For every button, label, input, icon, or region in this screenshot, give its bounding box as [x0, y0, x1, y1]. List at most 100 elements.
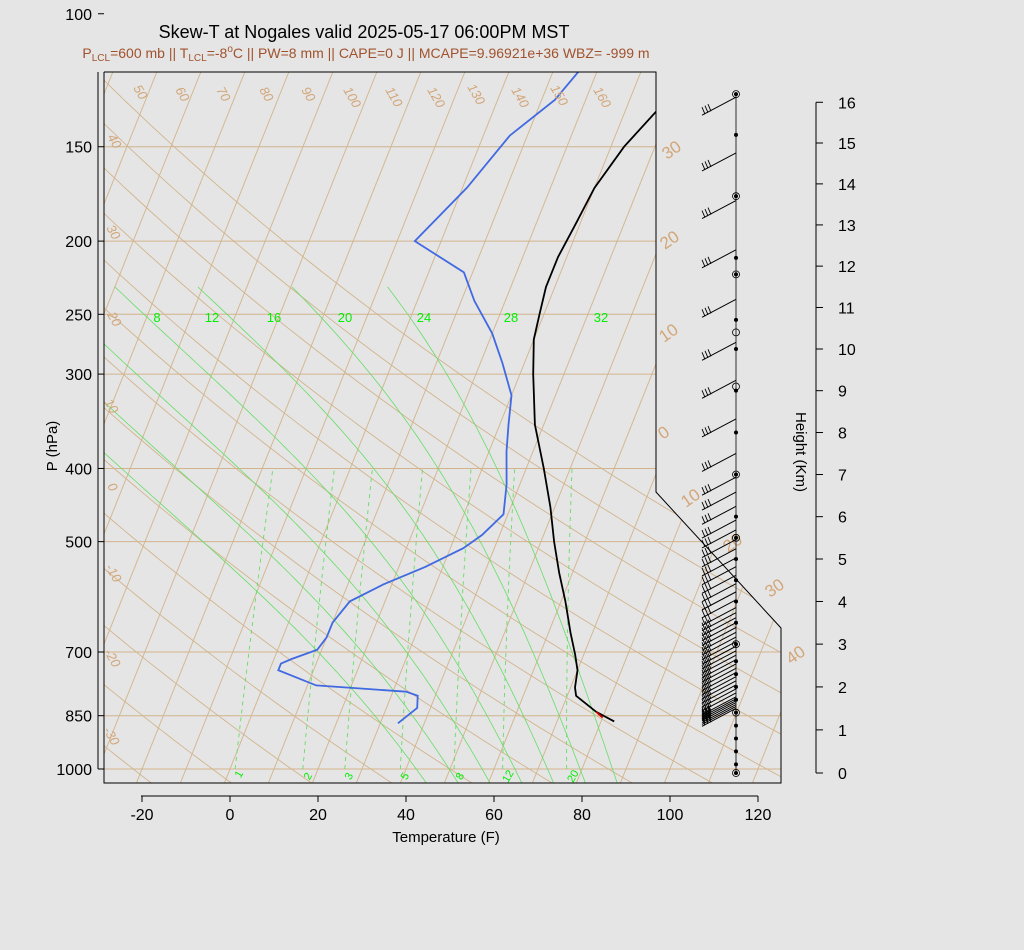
wind-barb-feather: [707, 460, 712, 468]
height-marker-dot: [734, 762, 738, 767]
wind-barb-feather: [704, 350, 709, 358]
plot-frame: [103, 71, 782, 784]
wind-barb: [701, 152, 737, 172]
mixing-ratio-lines: [234, 468, 573, 770]
isotherm-line: [104, 72, 107, 783]
isotherm-line: [104, 72, 151, 783]
wind-barb-feather: [704, 630, 709, 639]
height-tick-label: 7: [838, 468, 847, 485]
moist-adiabat-line: [104, 286, 492, 783]
wind-barb-feather: [707, 614, 712, 622]
dry-adiabat-line: [0, 0, 74, 785]
dry-adiabat-lines: [0, 0, 781, 785]
isotherm-line: [104, 72, 195, 783]
wind-barb-feather: [704, 500, 709, 508]
height-tick-label: 14: [838, 177, 856, 194]
wind-barb-feather: [701, 678, 706, 686]
mixing-ratio-label: 3: [343, 771, 356, 782]
wind-barb: [701, 636, 737, 656]
height-marker-ring: [732, 533, 740, 542]
wind-barb: [701, 622, 737, 642]
wind-barb-feather: [707, 643, 712, 652]
dewpoint-line: [277, 72, 634, 725]
wind-barb-feather: [701, 708, 706, 716]
wind-barb-feather: [701, 656, 706, 664]
wind-barb-feather: [707, 484, 712, 492]
wind-barb-feather: [707, 498, 712, 507]
isotherm-label: 30: [103, 222, 124, 243]
height-marker-dot: [734, 92, 738, 97]
wind-barb-feather: [707, 349, 712, 357]
y-tick-label: 400: [65, 461, 92, 478]
isotherm-line: [707, 72, 781, 783]
isotherm-label: -20: [101, 646, 124, 670]
mixing-ratio-line: [453, 468, 472, 770]
height-tick-label: 1: [838, 723, 847, 740]
wind-barb: [701, 200, 737, 219]
moist-adiabat-label: 12: [205, 310, 219, 325]
y-axis-title: P (hPa): [44, 421, 61, 472]
moist-adiabat-line: [291, 286, 587, 783]
wind-barb: [701, 341, 737, 361]
moist-adiabat-label: 28: [504, 310, 518, 325]
wind-barb-feather: [707, 513, 712, 521]
isotherm-label: 120: [424, 84, 448, 111]
wind-barb-feather: [701, 622, 706, 630]
wind-barb-staff: [701, 548, 737, 568]
wind-barb-feather: [707, 634, 712, 642]
height-marker-ring: [732, 640, 740, 649]
isotherm-label: 140: [508, 84, 532, 111]
wind-barb-feather: [707, 679, 712, 687]
moist-adiabat-line: [104, 286, 460, 783]
height-marker-dot: [734, 514, 738, 519]
height-tick-label: 15: [838, 136, 856, 153]
height-tick-label: 13: [838, 218, 856, 235]
height-marker-dot: [734, 194, 738, 199]
dry-adiabat-line: [104, 72, 315, 783]
wind-barb-feather: [701, 463, 706, 471]
wind-barb-feather: [707, 675, 712, 683]
x-tick-label: 100: [657, 807, 684, 824]
x-tick-label: -20: [130, 807, 153, 824]
dry-adiabat-line: [104, 72, 781, 783]
wind-barb-feather: [701, 646, 706, 655]
wind-barb-feather: [701, 627, 706, 635]
isotherm-label: 160: [590, 84, 614, 111]
height-tick-label: 10: [838, 342, 856, 359]
isotherm-line: [0, 0, 62, 785]
dry-adiabat-label: 40: [782, 642, 808, 668]
wind-barb-feather: [707, 536, 712, 545]
wind-barb-feather: [701, 428, 706, 437]
wind-barb: [701, 645, 737, 665]
moist-adiabat-label: 16: [267, 310, 281, 325]
wind-barb-feather: [707, 159, 712, 168]
mixing-ratio-line: [344, 468, 373, 770]
dry-adiabat-line: [104, 72, 476, 783]
wind-barb-feather: [701, 487, 706, 495]
wind-barb-feather: [701, 162, 706, 171]
height-marker-ring: [732, 470, 740, 479]
wind-barb-feather: [704, 388, 709, 396]
wind-barb-feather: [704, 528, 709, 536]
wind-barb-feather: [701, 210, 706, 218]
wind-barb-staff: [701, 200, 737, 219]
dry-adiabat-label: 0: [654, 422, 673, 443]
y-tick-label: 100: [65, 7, 92, 24]
wind-barb-feather: [704, 208, 709, 217]
wind-barb-feather: [704, 557, 709, 565]
wind-barb-staff: [701, 379, 737, 399]
wind-barb-feather: [704, 672, 709, 680]
wind-barb-feather: [704, 307, 709, 315]
wind-barb-feather: [701, 632, 706, 640]
isotherm-line: [355, 72, 679, 783]
wind-barb-column: [701, 90, 740, 777]
wind-barb-feather: [704, 707, 709, 715]
moist-adiabat-line: [114, 286, 524, 783]
dry-adiabat-label: 20: [719, 530, 745, 556]
wind-barb-feather: [701, 501, 706, 510]
wind-barb: [701, 627, 737, 646]
wind-barb: [701, 650, 737, 670]
y-tick-label: 200: [65, 234, 92, 251]
height-marker-ring: [732, 769, 740, 777]
